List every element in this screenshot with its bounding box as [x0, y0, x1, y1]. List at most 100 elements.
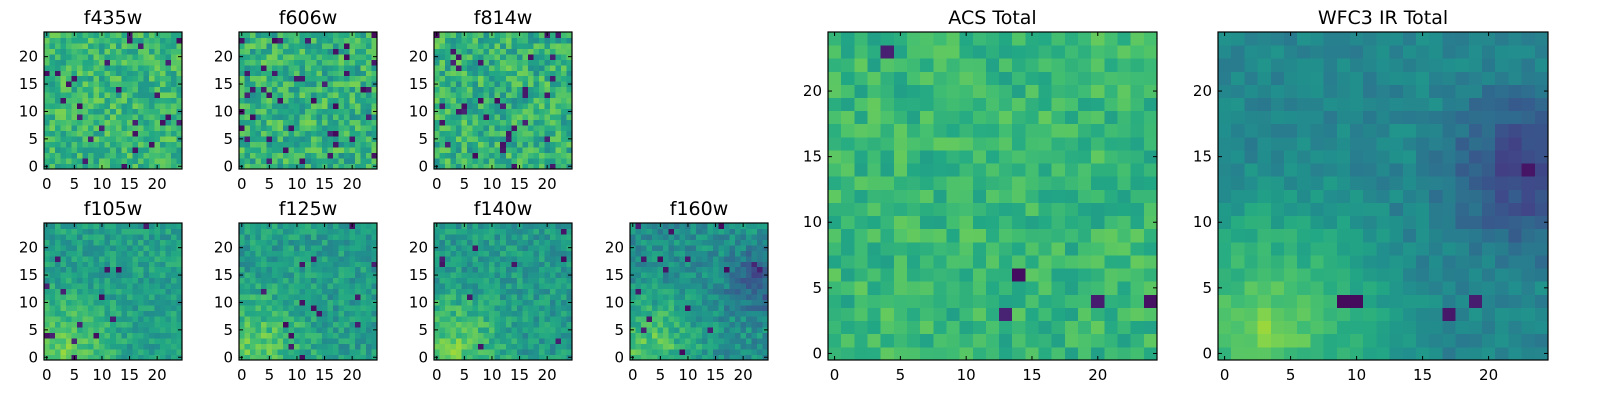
heatmap-cell	[159, 255, 166, 262]
heatmap-cell	[305, 108, 312, 115]
heatmap-cell	[255, 288, 262, 295]
heatmap-cell	[1051, 228, 1066, 243]
heatmap-cell	[635, 316, 642, 323]
heatmap-cell	[450, 136, 457, 142]
heatmap-cell	[154, 228, 161, 235]
heatmap-cell	[867, 307, 882, 322]
heatmap-cell	[349, 97, 356, 104]
heatmap-cell	[533, 272, 540, 279]
heatmap-cell	[49, 152, 56, 159]
heatmap-cell	[354, 272, 361, 279]
heatmap-cell	[560, 283, 567, 290]
heatmap-cell	[1130, 320, 1145, 335]
heatmap-cell	[679, 239, 686, 246]
heatmap-cell	[494, 354, 501, 361]
heatmap-cell	[445, 255, 451, 262]
heatmap-cell	[121, 42, 128, 49]
heatmap-cell	[272, 108, 279, 115]
heatmap-cell	[121, 272, 128, 279]
heatmap-cell	[538, 294, 545, 301]
heatmap-cell	[77, 272, 84, 279]
heatmap-cell	[277, 223, 284, 229]
heatmap-cell	[729, 310, 736, 317]
heatmap-cell	[745, 255, 752, 262]
heatmap-cell	[500, 42, 507, 49]
y-tick-label: 10	[19, 102, 38, 120]
heatmap-cell	[756, 277, 763, 284]
heatmap-cell	[360, 152, 367, 159]
heatmap-cell	[365, 283, 372, 290]
heatmap-cell	[630, 288, 636, 295]
heatmap-cell	[77, 59, 84, 66]
heatmap-cell	[657, 233, 664, 240]
heatmap-cell	[261, 48, 267, 55]
x-tick-label: 20	[148, 366, 167, 384]
heatmap-cell	[657, 321, 664, 328]
heatmap-cell	[560, 86, 567, 93]
heatmap-cell	[88, 147, 95, 153]
heatmap-cell	[338, 130, 345, 137]
heatmap-cell	[734, 321, 741, 328]
heatmap-cell	[630, 294, 636, 301]
heatmap-cell	[712, 338, 719, 344]
heatmap-cell	[841, 281, 855, 295]
heatmap-cell	[321, 103, 328, 110]
heatmap-cell	[266, 103, 273, 110]
heatmap-cell	[365, 266, 372, 273]
heatmap-cell	[110, 233, 117, 240]
heatmap-cell	[115, 277, 122, 284]
x-tick-label: 5	[460, 175, 470, 193]
heatmap-cell	[828, 333, 842, 348]
heatmap-cell	[93, 255, 100, 262]
heatmap-cell	[176, 42, 183, 49]
heatmap-cell	[668, 305, 675, 312]
heatmap-cell	[338, 338, 345, 344]
heatmap-cell	[516, 343, 523, 350]
heatmap-cell	[365, 338, 372, 344]
heatmap-cell	[327, 32, 334, 38]
heatmap-cell	[450, 343, 457, 350]
heatmap-cell	[635, 299, 642, 306]
heatmap-cell	[522, 294, 529, 301]
heatmap-cell	[566, 42, 573, 49]
heatmap-cell	[71, 53, 78, 60]
heatmap-cell	[170, 261, 177, 268]
heatmap-cell	[277, 349, 284, 355]
heatmap-cell	[250, 272, 256, 279]
heatmap-cell	[972, 307, 987, 322]
heatmap-cell	[277, 119, 284, 126]
heatmap-cell	[327, 163, 334, 170]
heatmap-cell	[261, 141, 267, 148]
heatmap-cell	[82, 59, 89, 66]
heatmap-cell	[723, 223, 730, 229]
heatmap-cell	[327, 86, 334, 93]
heatmap-cell	[121, 310, 128, 317]
heatmap-cell	[527, 64, 534, 71]
heatmap-cell	[841, 176, 855, 190]
heatmap-cell	[332, 332, 339, 339]
heatmap-cell	[445, 354, 451, 361]
y-tick-label: 10	[19, 293, 38, 311]
heatmap-cell	[445, 316, 451, 323]
heatmap-cell	[349, 349, 356, 355]
heatmap-cell	[439, 316, 446, 323]
heatmap-cell	[121, 70, 128, 77]
heatmap-cell	[250, 316, 256, 323]
heatmap-cell	[751, 354, 758, 361]
heatmap-cell	[456, 152, 462, 159]
heatmap-cell	[434, 343, 440, 350]
heatmap-cell	[126, 277, 133, 284]
heatmap-cell	[159, 244, 166, 251]
heatmap-cell	[533, 147, 540, 153]
heatmap-cell	[360, 321, 367, 328]
heatmap-cell	[467, 261, 474, 268]
heatmap-cell	[756, 255, 763, 262]
heatmap-cell	[494, 141, 501, 148]
heatmap-cell	[652, 250, 658, 257]
heatmap-cell	[854, 163, 868, 177]
heatmap-cell	[321, 158, 328, 164]
heatmap-cell	[104, 272, 111, 279]
heatmap-cell	[461, 332, 468, 339]
heatmap-cell	[115, 338, 122, 344]
heatmap-cell	[723, 288, 730, 295]
